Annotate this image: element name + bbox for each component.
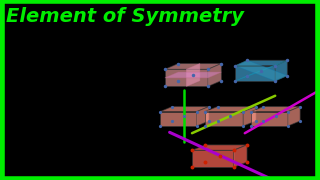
Polygon shape bbox=[235, 66, 275, 81]
Polygon shape bbox=[160, 112, 197, 126]
Polygon shape bbox=[235, 60, 287, 81]
Polygon shape bbox=[192, 145, 247, 150]
Polygon shape bbox=[288, 107, 300, 126]
Polygon shape bbox=[251, 112, 288, 126]
Polygon shape bbox=[192, 150, 234, 167]
Polygon shape bbox=[251, 107, 300, 112]
Polygon shape bbox=[234, 145, 247, 167]
Polygon shape bbox=[197, 107, 209, 126]
Polygon shape bbox=[205, 112, 243, 126]
Polygon shape bbox=[186, 64, 200, 86]
Polygon shape bbox=[165, 69, 208, 86]
Polygon shape bbox=[160, 107, 209, 112]
Polygon shape bbox=[205, 107, 256, 112]
Polygon shape bbox=[235, 60, 287, 81]
Polygon shape bbox=[165, 72, 221, 78]
Polygon shape bbox=[235, 60, 287, 66]
Text: Element of Symmetry: Element of Symmetry bbox=[6, 7, 244, 26]
Polygon shape bbox=[165, 64, 221, 69]
Polygon shape bbox=[275, 60, 287, 81]
Polygon shape bbox=[243, 107, 256, 126]
Polygon shape bbox=[208, 64, 221, 86]
